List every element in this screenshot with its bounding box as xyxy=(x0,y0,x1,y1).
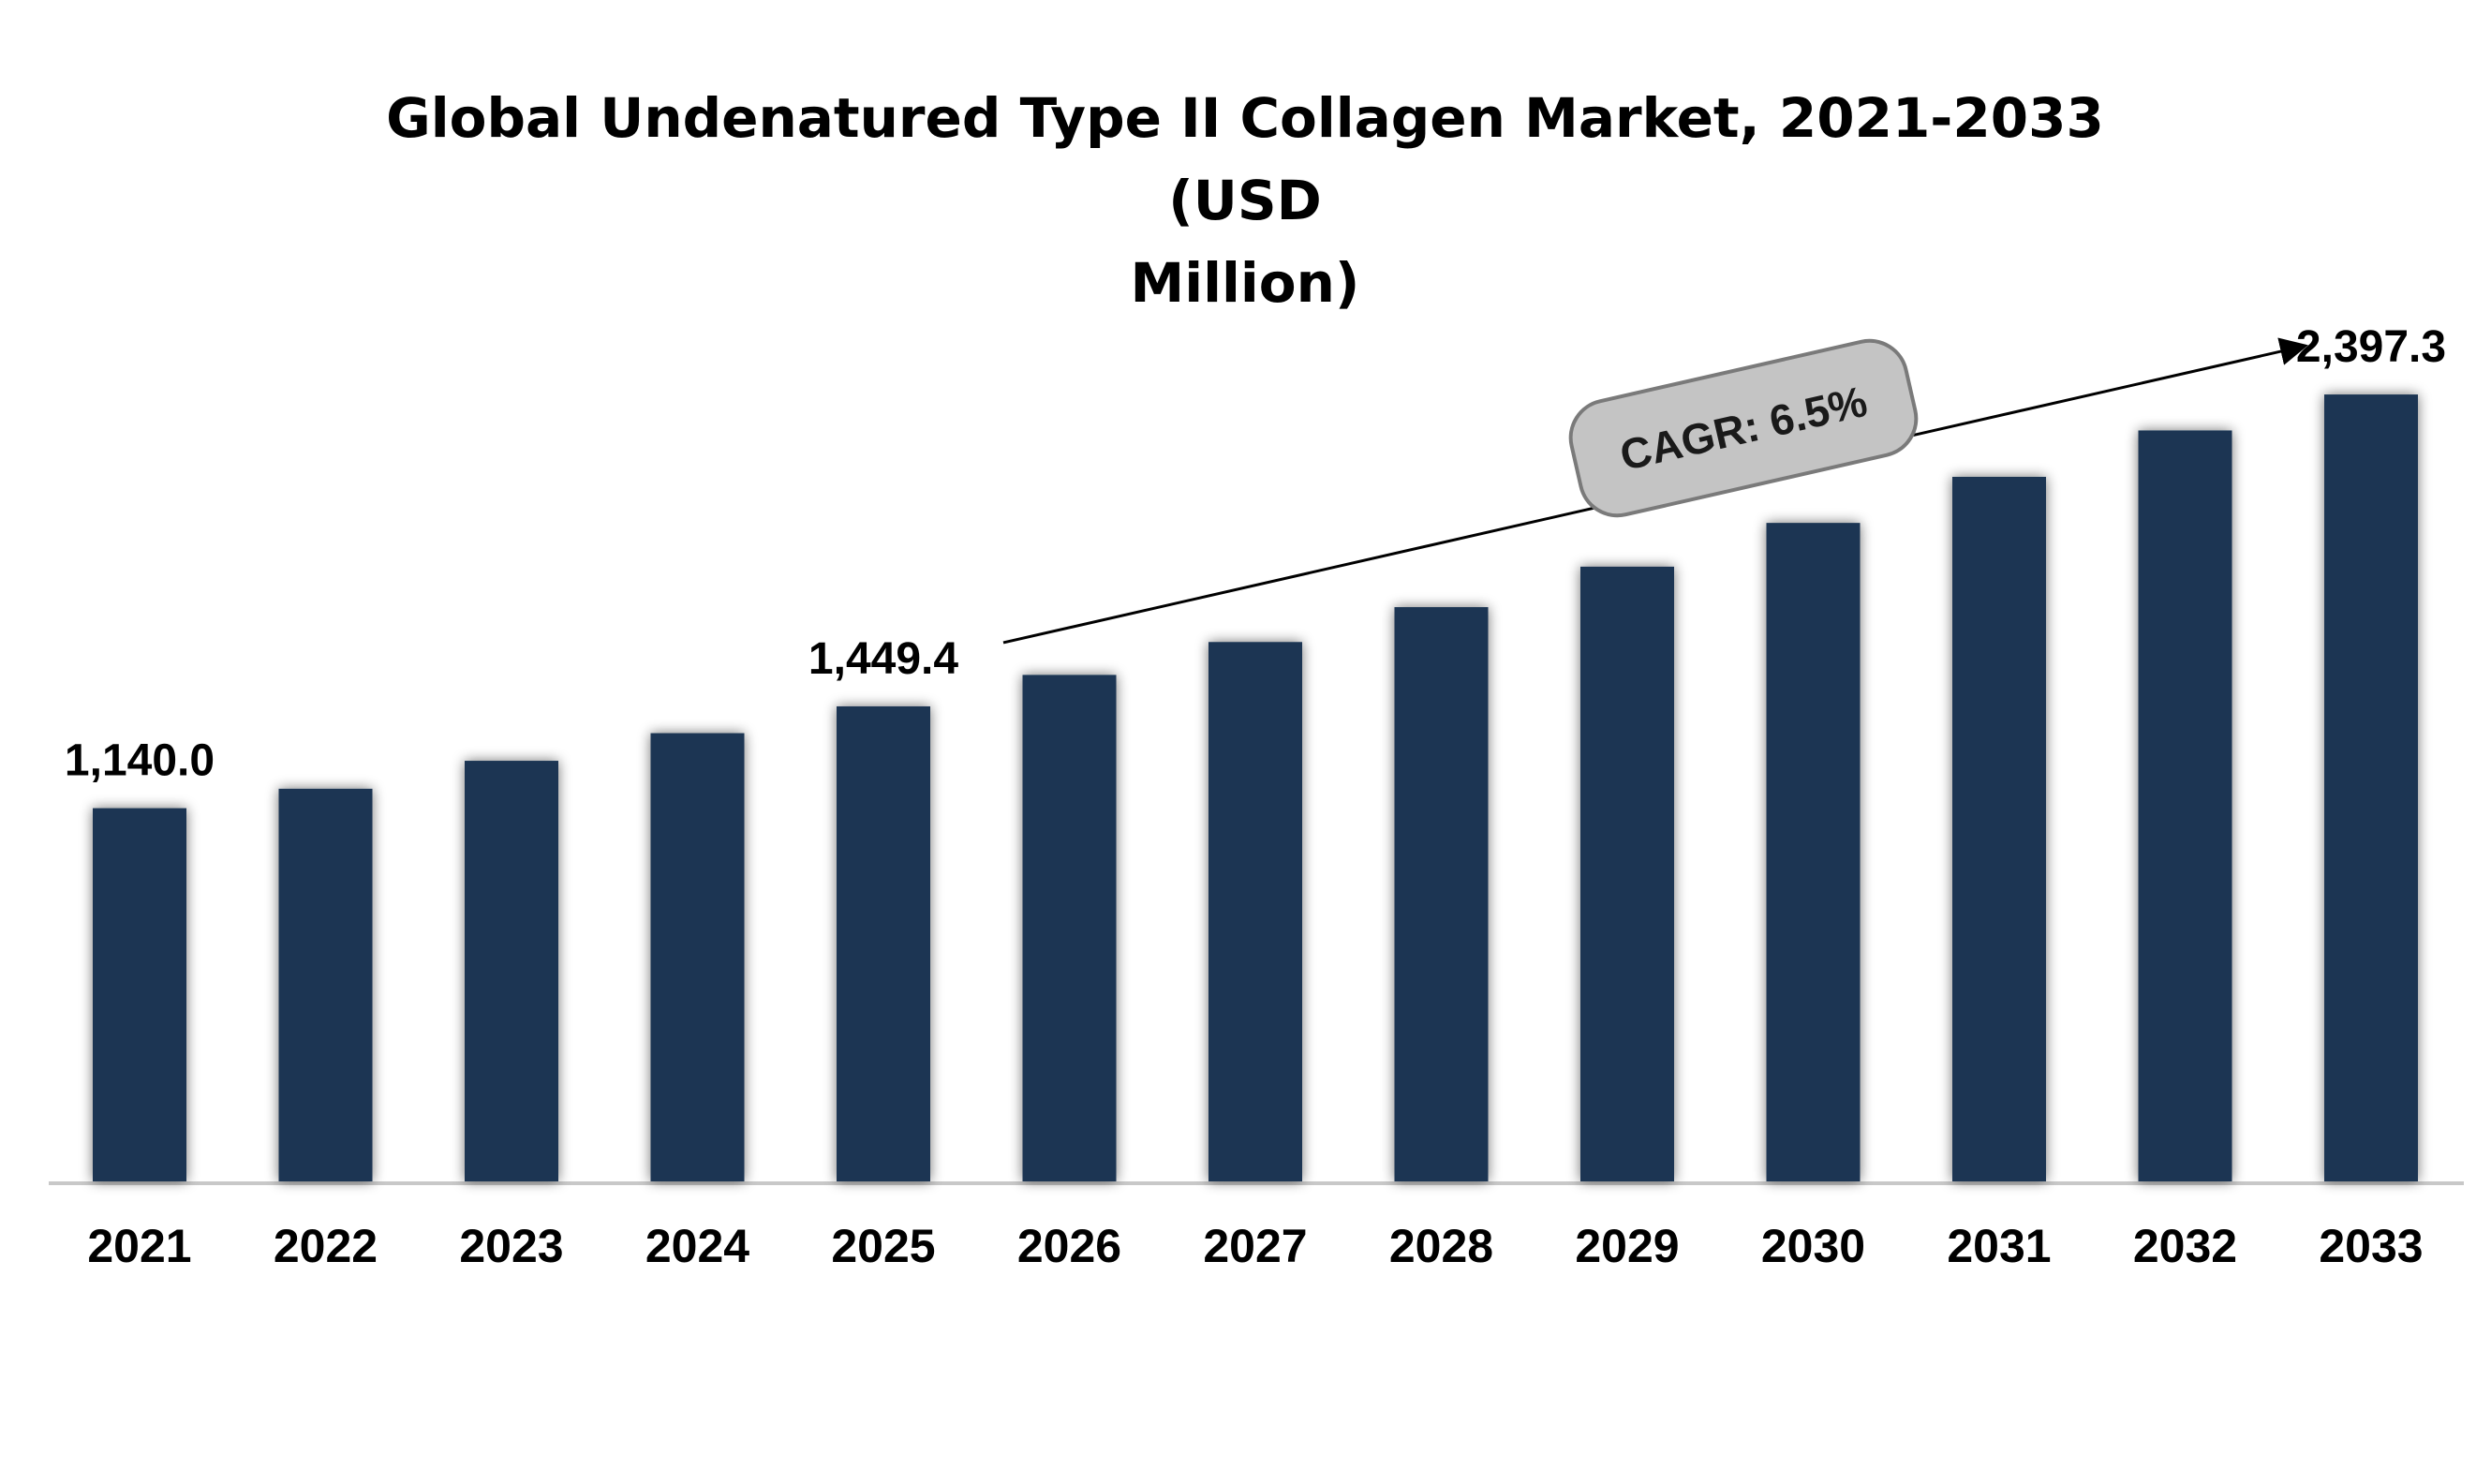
cagr-badge-shape xyxy=(1568,338,1919,518)
x-tick-label-2021: 2021 xyxy=(87,1220,191,1272)
x-tick-label-2027: 2027 xyxy=(1203,1220,1307,1272)
chart-title: Global Undenatured Type II Collagen Mark… xyxy=(308,77,2182,324)
bar-2030 xyxy=(1766,523,1861,1181)
bar-2021 xyxy=(93,808,186,1181)
bar-2032 xyxy=(2138,430,2232,1181)
data-label-2025: 1,449.4 xyxy=(808,634,958,684)
chart-title-line-1: Global Undenatured Type II Collagen Mark… xyxy=(386,86,2104,232)
chart-title-line-2: Million) xyxy=(1130,251,1360,315)
x-tick-label-2032: 2032 xyxy=(2133,1220,2237,1272)
x-tick-label-2026: 2026 xyxy=(1017,1220,1121,1272)
bar-2026 xyxy=(1022,675,1117,1181)
bar-2024 xyxy=(650,733,745,1181)
bar-2031 xyxy=(1952,476,2046,1181)
data-label-2021: 1,140.0 xyxy=(65,736,215,786)
x-tick-label-2033: 2033 xyxy=(2319,1220,2423,1272)
x-tick-label-2030: 2030 xyxy=(1761,1220,1865,1272)
bar-2027 xyxy=(1208,642,1302,1181)
cagr-badge: CAGR: 6.5% xyxy=(1568,338,1919,518)
bar-2022 xyxy=(278,788,373,1181)
bar-2025 xyxy=(837,705,930,1181)
x-tick-label-2025: 2025 xyxy=(831,1220,935,1272)
x-tick-label-2024: 2024 xyxy=(645,1220,749,1272)
bar-2023 xyxy=(465,761,558,1181)
x-tick-label-2023: 2023 xyxy=(459,1220,563,1272)
x-tick-label-2029: 2029 xyxy=(1575,1220,1679,1272)
x-tick-label-2028: 2028 xyxy=(1389,1220,1493,1272)
x-tick-label-2031: 2031 xyxy=(1947,1220,2051,1272)
x-tick-label-2022: 2022 xyxy=(274,1220,378,1272)
bar-2029 xyxy=(1580,566,1674,1181)
bar-2033 xyxy=(2324,394,2418,1181)
data-label-2033: 2,397.3 xyxy=(2296,322,2446,372)
bar-2028 xyxy=(1394,607,1489,1181)
